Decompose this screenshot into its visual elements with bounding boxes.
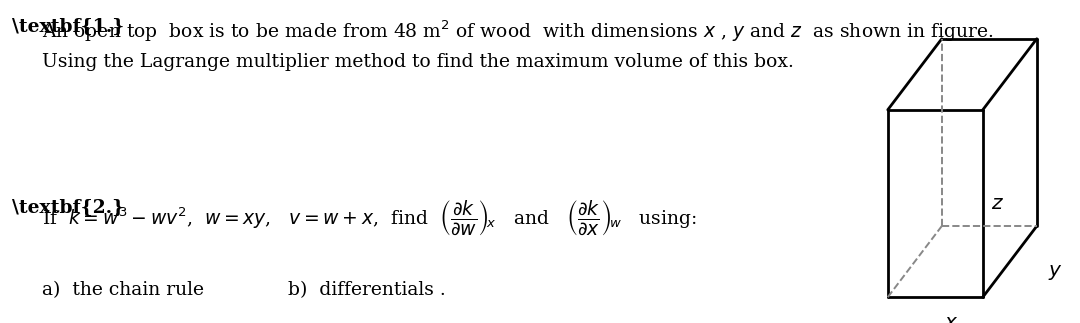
Text: \textbf{1.}: \textbf{1.} bbox=[12, 18, 124, 36]
Text: An open top  box is to be made from 48 m$^2$ of wood  with dimensions $\mathit{x: An open top box is to be made from 48 m$… bbox=[42, 18, 994, 44]
Text: Using the Lagrange multiplier method to find the maximum volume of this box.: Using the Lagrange multiplier method to … bbox=[42, 53, 794, 71]
Text: a)  the chain rule              b)  differentials .: a) the chain rule b) differentials . bbox=[42, 281, 446, 299]
Text: $z$: $z$ bbox=[991, 194, 1004, 213]
Text: $x$: $x$ bbox=[944, 313, 959, 323]
Text: $y$: $y$ bbox=[1048, 263, 1063, 282]
Text: \textbf{2.}: \textbf{2.} bbox=[12, 199, 124, 217]
Text: If  $k = w^3 - wv^2$,  $w = xy$,   $v = w + x$,  find  $\left(\dfrac{\partial k}: If $k = w^3 - wv^2$, $w = xy$, $v = w + … bbox=[42, 199, 697, 237]
